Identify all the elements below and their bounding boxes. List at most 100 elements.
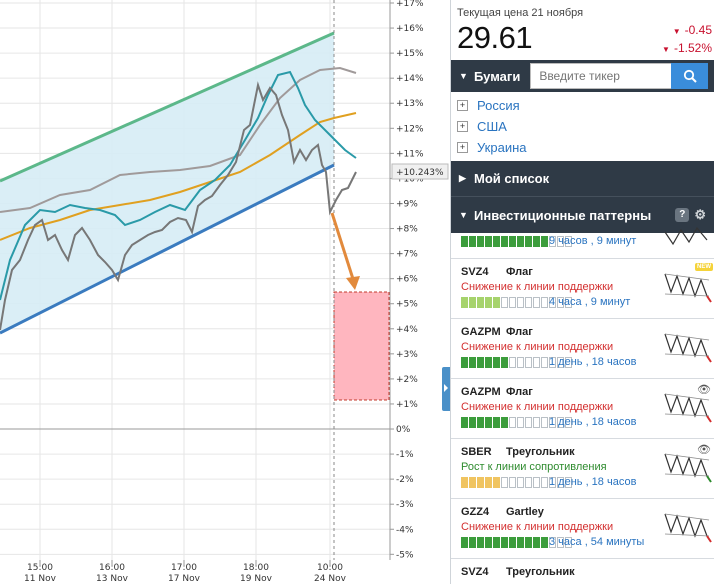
progress-cell: [541, 297, 548, 308]
progress-cell: [469, 236, 476, 247]
target-zone: [333, 291, 390, 401]
progress-cell: [525, 477, 532, 488]
x-tick-time: 18:00: [243, 563, 269, 573]
securities-title: Бумаги: [474, 68, 521, 84]
tree-item-label[interactable]: Россия: [477, 98, 520, 113]
progress-cell: [501, 417, 508, 428]
pattern-thumbnail-icon[interactable]: [663, 384, 713, 424]
help-icon[interactable]: ?: [675, 208, 690, 222]
securities-tree: + Россия + США + Украина: [451, 92, 714, 161]
pattern-signal: Снижение к линии поддержки: [461, 521, 614, 533]
pattern-list-item[interactable]: SVZ4 Флаг Снижение к линии поддержки 4 часа…: [451, 259, 714, 319]
y-tick-label: +11%: [396, 149, 424, 159]
pattern-progress-bars: [461, 537, 573, 548]
pattern-time: 3 часа , 54 минуты: [549, 536, 645, 548]
pattern-thumbnail-icon[interactable]: [663, 264, 713, 304]
progress-cell: [533, 236, 540, 247]
pattern-list-item[interactable]: 9 часов , 9 минут: [451, 226, 714, 259]
current-value-box: [391, 163, 449, 180]
progress-cell: [549, 236, 556, 247]
pattern-list-item[interactable]: SVZ4 Треугольник: [451, 559, 714, 584]
ticker-search-input[interactable]: [530, 63, 672, 89]
progress-cell: [493, 537, 500, 548]
progress-cell: [517, 236, 524, 247]
tree-item-usa[interactable]: + США: [457, 116, 714, 137]
tree-item-ukraine[interactable]: + Украина: [457, 137, 714, 158]
pattern-thumbnail-icon[interactable]: [663, 324, 713, 364]
securities-header[interactable]: ▼ Бумаги: [451, 60, 714, 92]
pattern-time: 1 день , 18 часов: [549, 416, 637, 428]
patterns-header-icons: ? ⚙: [675, 207, 706, 223]
pattern-signal: Снижение к линии поддержки: [461, 401, 614, 413]
progress-cell: [469, 357, 476, 368]
pattern-time: 1 день , 18 часов: [549, 476, 637, 488]
progress-cell: [557, 417, 564, 428]
price-change-abs: -0.45: [684, 23, 712, 37]
progress-cell: [493, 236, 500, 247]
pattern-ticker: SVZ4: [461, 566, 489, 578]
pattern-type: Флаг: [506, 266, 533, 278]
pattern-time: 9 часов , 9 минут: [549, 235, 637, 247]
progress-cell: [509, 537, 516, 548]
x-tick-time: 15:00: [27, 563, 53, 573]
progress-cell: [517, 417, 524, 428]
y-tick-label: -2%: [396, 475, 414, 485]
pattern-list-item[interactable]: GZZ4 Gartley Снижение к линии поддержки 3 ч…: [451, 499, 714, 559]
pattern-list-item[interactable]: GAZPM Флаг Снижение к линии поддержки 1 ден…: [451, 379, 714, 439]
pattern-progress-bars: [461, 357, 573, 368]
collapse-panel-handle[interactable]: [442, 367, 450, 411]
chevron-down-icon: ▼: [459, 71, 468, 81]
tree-item-russia[interactable]: + Россия: [457, 95, 714, 116]
y-tick-label: 0%: [396, 425, 411, 435]
expand-plus-icon[interactable]: +: [457, 100, 468, 111]
pattern-list-item[interactable]: GAZPM Флаг Снижение к линии поддержки 1 ден…: [451, 319, 714, 379]
progress-cell: [525, 236, 532, 247]
y-tick-label: +16%: [396, 24, 424, 34]
eye-icon[interactable]: 👁: [697, 444, 711, 456]
price-change: ▼ -0.45 ▼ -1.52%: [662, 22, 712, 58]
pattern-thumbnail-icon[interactable]: [663, 444, 713, 484]
progress-cell: [533, 297, 540, 308]
ma-short-line: [0, 70, 357, 301]
progress-cell: [501, 236, 508, 247]
tree-item-label[interactable]: Украина: [477, 140, 527, 155]
down-triangle-icon: ▼: [672, 27, 681, 36]
pattern-list-item[interactable]: SBER Треугольник Рост к линии сопротивлени…: [451, 439, 714, 499]
y-tick-label: +6%: [396, 275, 418, 285]
progress-cell: [565, 297, 572, 308]
progress-cell: [525, 537, 532, 548]
x-tick-date: 13 Nov: [96, 574, 129, 584]
pattern-thumbnail-icon[interactable]: [663, 220, 713, 260]
pattern-thumbnail-icon[interactable]: [663, 504, 713, 544]
progress-cell: [517, 357, 524, 368]
x-tick-date: 24 Nov: [314, 574, 347, 584]
current-price-label: Текущая цена 21 ноября: [457, 7, 584, 19]
price-chart[interactable]: +17%+16%+15%+14%+13%+12%+11%+10%+9%+8%+7…: [0, 0, 450, 584]
watchlist-header[interactable]: ▶ Мой список: [451, 161, 714, 196]
expand-plus-icon[interactable]: +: [457, 121, 468, 132]
channel-fill: [0, 33, 334, 333]
current-price-box: Текущая цена 21 ноября 29.61 ▼ -0.45 ▼ -1.…: [451, 0, 714, 60]
chevron-down-icon: ▼: [459, 210, 468, 220]
y-tick-label: -1%: [396, 450, 414, 460]
expand-plus-icon[interactable]: +: [457, 142, 468, 153]
x-tick-time: 17:00: [171, 563, 197, 573]
pattern-signal: Снижение к линии поддержки: [461, 341, 614, 353]
y-tick-label: +12%: [396, 124, 424, 134]
y-tick-label: +14%: [396, 74, 424, 84]
patterns-header[interactable]: ▼ Инвестиционные паттерны ? ⚙: [451, 196, 714, 233]
eye-icon[interactable]: 👁: [697, 384, 711, 396]
chart-canvas[interactable]: +17%+16%+15%+14%+13%+12%+11%+10%+9%+8%+7…: [0, 0, 450, 584]
tree-item-label[interactable]: США: [477, 119, 507, 134]
progress-cell: [533, 417, 540, 428]
ma-long-line: [0, 66, 357, 213]
progress-cell: [525, 417, 532, 428]
price-line: [0, 81, 357, 331]
search-button[interactable]: [671, 63, 709, 89]
progress-cell: [501, 537, 508, 548]
gear-icon[interactable]: ⚙: [694, 207, 706, 222]
pattern-progress-bars: [461, 236, 573, 247]
x-tick-time: 16:00: [99, 563, 125, 573]
pattern-ticker: SBER: [461, 446, 492, 458]
progress-cell: [533, 537, 540, 548]
